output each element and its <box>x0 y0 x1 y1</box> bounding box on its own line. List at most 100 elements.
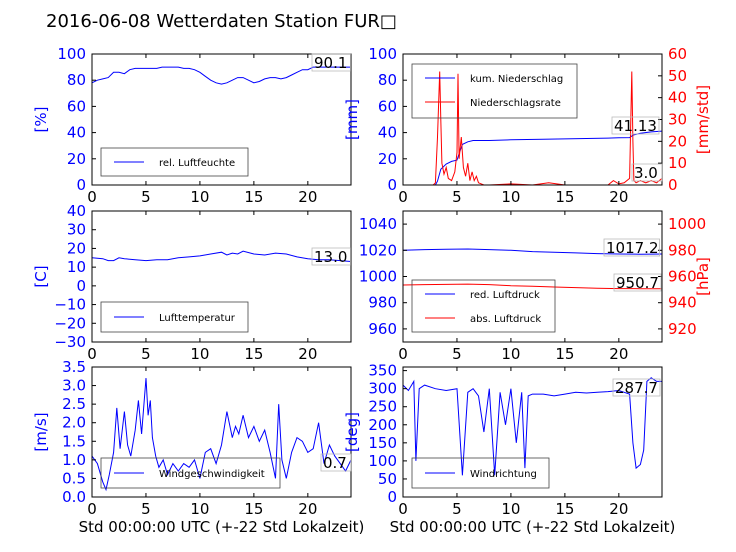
axes-frame-windspeed <box>91 366 352 498</box>
y-tick-label: −10 <box>54 296 86 314</box>
x-tick-label: 5 <box>452 500 462 518</box>
series-line-winddirection-0 <box>402 377 662 476</box>
x-tick-label: 15 <box>555 500 574 518</box>
y-tick-label: 80 <box>378 71 397 89</box>
y-tick-label: 80 <box>67 71 86 89</box>
y2-tick-label: 30 <box>668 111 687 129</box>
x-tick-label: 0 <box>87 188 97 206</box>
x-tick-label: 0 <box>87 345 97 363</box>
x-tick-label: 10 <box>190 345 209 363</box>
y-tick-label: 2.5 <box>62 395 86 413</box>
y-tick-label: 100 <box>368 452 397 470</box>
y2-axis-label: [hPa] <box>694 257 712 296</box>
y2-tick-label: 920 <box>668 320 697 338</box>
y-tick-label: 60 <box>67 97 86 115</box>
legend-box-precipitation <box>411 63 578 119</box>
y-tick-label: 250 <box>368 398 397 416</box>
legend-label: Windrichtung <box>470 469 537 480</box>
legend-box-pressure <box>411 279 556 333</box>
y-tick-label: 10 <box>67 258 86 276</box>
y-tick-label: 960 <box>368 320 397 338</box>
y2-tick-label: 40 <box>668 89 687 107</box>
y-tick-label: 3.0 <box>62 377 86 395</box>
legend-label: Windgeschwindigkeit <box>159 469 265 480</box>
legend-label: Lufttemperatur <box>159 313 236 324</box>
x-tick-label: 15 <box>244 188 263 206</box>
x-tick-label: 5 <box>452 345 462 363</box>
y-tick-label: 200 <box>368 416 397 434</box>
legend-label: kum. Niederschlag <box>470 74 563 85</box>
x-tick-label: 15 <box>555 188 574 206</box>
x-tick-label: 10 <box>190 188 209 206</box>
value-annotation: 3.0 <box>634 164 658 182</box>
annotation-box <box>311 247 351 266</box>
x-tick-label: 15 <box>244 345 263 363</box>
y-tick-label: 3.5 <box>62 358 86 376</box>
y-tick-label: 2.0 <box>62 414 86 432</box>
y2-tick-label: 940 <box>668 294 697 312</box>
y-tick-label: 40 <box>378 124 397 142</box>
x-tick-label: 10 <box>501 500 520 518</box>
series-line-humidity-0 <box>91 66 351 85</box>
x-tick-label: 20 <box>298 345 317 363</box>
y-tick-label: 1020 <box>359 241 397 259</box>
legend-label: red. Luftdruck <box>470 290 540 301</box>
y2-tick-label: 960 <box>668 268 697 286</box>
x-tick-label: 15 <box>555 345 574 363</box>
y2-tick-label: 1000 <box>668 215 706 233</box>
y-tick-label: 0 <box>387 488 397 506</box>
y2-tick-label: 0 <box>668 176 678 194</box>
x-tick-label: 0 <box>398 500 408 518</box>
series-line-temperature-0 <box>91 250 352 262</box>
x-tick-label: 5 <box>141 345 151 363</box>
x-tick-label: 10 <box>501 188 520 206</box>
value-annotation: 1017.2 <box>606 239 659 257</box>
y2-tick-label: 60 <box>668 45 687 63</box>
annotation-box <box>631 163 663 182</box>
legend-box-temperature <box>100 301 249 333</box>
y-tick-label: 0.0 <box>62 488 86 506</box>
y-tick-label: 0 <box>76 176 86 194</box>
legend-box-winddirection <box>411 457 550 489</box>
axes-frame-humidity <box>91 53 352 186</box>
value-annotation: 90.1 <box>314 54 347 72</box>
series-line-pressure-1 <box>402 283 662 290</box>
x-tick-label: 5 <box>141 188 151 206</box>
annotation-box <box>611 116 660 135</box>
x-axis-label: Std 00:00:00 UTC (+-22 Std Lokalzeit) <box>79 518 365 536</box>
x-tick-label: 20 <box>609 345 628 363</box>
series-line-precipitation-1 <box>403 71 663 186</box>
annotation-box <box>603 238 660 257</box>
y-axis-label: [mm] <box>343 99 361 140</box>
axes-frame-winddirection <box>402 366 663 498</box>
y-axis-label: [m/s] <box>32 412 50 451</box>
legend-label: Niederschlagsrate <box>470 98 561 109</box>
legend-label: abs. Luftdruck <box>470 314 541 325</box>
x-tick-label: 0 <box>398 188 408 206</box>
panel-humidity: 0 5 10 15 20 0 20 40 60 80 100 [%] rel. Luftfeuchte 9… <box>32 45 352 206</box>
y2-axis-label: [mm/std] <box>694 85 712 154</box>
legend-box-windspeed <box>100 457 281 489</box>
y-tick-label: 20 <box>378 150 397 168</box>
y-tick-label: 0.5 <box>62 469 86 487</box>
x-tick-label: 0 <box>87 500 97 518</box>
axes-frame-temperature <box>91 210 352 343</box>
panel-windspeed: 0 5 10 15 20 0.00.51.01.52.02.53.03.5 [m/s] Std… <box>32 358 364 536</box>
y-tick-label: 40 <box>67 202 86 220</box>
y-tick-label: 50 <box>378 470 397 488</box>
value-annotation: 13.0 <box>314 248 347 266</box>
y-tick-label: 150 <box>368 434 397 452</box>
x-tick-label: 20 <box>609 500 628 518</box>
value-annotation: 950.7 <box>616 274 659 292</box>
x-tick-label: 5 <box>452 188 462 206</box>
y-tick-label: 300 <box>368 380 397 398</box>
y-axis-label: [%] <box>32 107 50 133</box>
value-annotation: 41.13 <box>614 117 657 135</box>
y-tick-label: 20 <box>67 150 86 168</box>
annotation-box <box>311 53 351 72</box>
y-tick-label: −30 <box>54 333 86 351</box>
annotation-box <box>613 273 662 292</box>
value-annotation: 0.7 <box>323 454 347 472</box>
y-tick-label: 30 <box>67 221 86 239</box>
